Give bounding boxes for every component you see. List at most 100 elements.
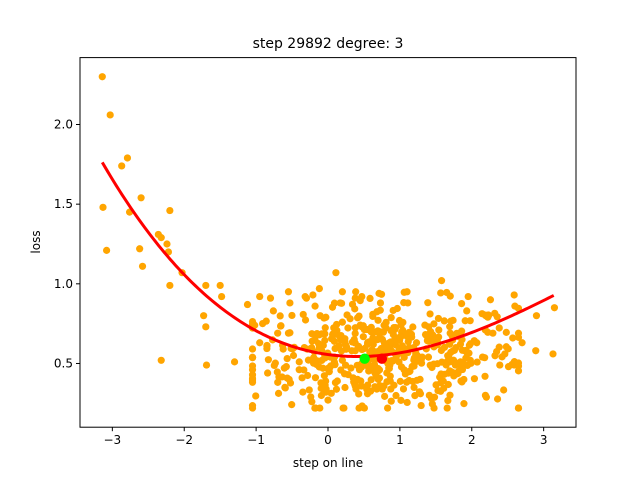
scatter-point (299, 388, 307, 396)
scatter-point (426, 361, 434, 369)
scatter-point (366, 387, 375, 395)
scatter-point (392, 391, 400, 400)
scatter-point (138, 262, 147, 270)
scatter-point (317, 379, 325, 387)
scatter-point (446, 292, 454, 300)
scatter-point (230, 358, 239, 366)
scatter-point (321, 336, 329, 344)
scatter-point (106, 111, 114, 119)
scatter-point (322, 385, 330, 393)
chart-title: step 29892 degree: 3 (253, 36, 404, 52)
scatter-point (202, 281, 210, 290)
scatter-point (387, 338, 395, 346)
scatter-point (262, 317, 270, 325)
scatter-point (365, 338, 373, 346)
scatter-point (248, 362, 257, 370)
scatter-point (248, 371, 257, 379)
scatter-point (315, 285, 323, 293)
x-axis-ticks: −3 −2 −1 0 1 2 3 (103, 427, 547, 447)
scatter-point (489, 329, 497, 337)
scatter-point (376, 382, 384, 390)
scatter-point (421, 321, 429, 329)
scatter-point (350, 335, 358, 344)
scatter-point (390, 323, 398, 332)
scatter-point (439, 377, 447, 385)
scatter-point (459, 359, 467, 367)
scatter-point (311, 374, 320, 382)
scatter-point (463, 307, 471, 315)
scatter-point (248, 404, 257, 412)
scatter-point (284, 288, 293, 296)
scatter-point (248, 378, 257, 386)
scatter-point (460, 400, 468, 408)
scatter-point (351, 329, 359, 337)
scatter-point (298, 374, 306, 382)
scatter-point (550, 304, 559, 312)
scatter-point (440, 317, 448, 325)
scatter-point (347, 364, 355, 372)
scatter-point (389, 330, 397, 339)
scatter-point (435, 326, 443, 334)
scatter-point (344, 324, 352, 332)
scatter-point (163, 240, 171, 248)
scatter-point (309, 291, 317, 299)
scatter-point (351, 294, 359, 302)
scatter-point (430, 393, 439, 401)
scatter-point (102, 246, 111, 254)
x-tick-label: 2 (468, 433, 476, 447)
scatter-point (460, 375, 468, 384)
scatter-point (444, 352, 452, 360)
scatter-point (274, 389, 283, 397)
scatter-point (166, 206, 174, 215)
scatter-point (387, 397, 395, 405)
scatter-point (403, 378, 411, 386)
scatter-point (317, 391, 325, 400)
y-tick-label: 2.0 (54, 118, 73, 132)
scatter-point (486, 296, 495, 304)
x-tick-label: 3 (540, 433, 548, 447)
scatter-point (351, 382, 359, 390)
scatter-point (405, 328, 413, 337)
scatter-point (318, 356, 326, 365)
scatter-point (502, 328, 510, 336)
scatter-point (510, 291, 518, 299)
scatter-point (271, 359, 279, 367)
scatter-point (364, 381, 372, 389)
x-tick-label: −3 (103, 433, 121, 447)
scatter-point (495, 324, 503, 332)
scatter-point (331, 361, 339, 369)
scatter-point (431, 334, 439, 343)
scatter-point (327, 389, 335, 397)
scatter-point (383, 369, 391, 377)
scatter-point (375, 366, 384, 374)
scatter-point (276, 312, 284, 320)
scatter-point (508, 360, 516, 369)
scatter-point (395, 316, 404, 325)
scatter-point (311, 335, 319, 344)
scatter-point (466, 317, 474, 325)
scatter-point (446, 323, 454, 331)
scatter-point (437, 289, 445, 297)
scatter-point (464, 292, 472, 301)
scatter-point (332, 269, 340, 277)
scatter-point (410, 362, 418, 370)
scatter-point (274, 329, 282, 337)
scatter-point (434, 314, 443, 323)
scatter-point (457, 300, 466, 308)
scatter-point (481, 354, 489, 362)
scatter-point (382, 318, 390, 326)
scatter-point (283, 354, 291, 363)
scatter-point (301, 316, 310, 324)
scatter-point (473, 358, 481, 366)
x-tick-label: 0 (324, 433, 332, 447)
scatter-point (430, 320, 438, 328)
scatter-point (286, 329, 294, 337)
scatter-point (355, 312, 363, 320)
scatter-point (422, 331, 431, 340)
scatter-point (358, 345, 366, 354)
scatter-point (403, 398, 411, 407)
scatter-point (493, 395, 502, 403)
fit-curve (100, 161, 555, 359)
scatter-point (166, 281, 174, 290)
